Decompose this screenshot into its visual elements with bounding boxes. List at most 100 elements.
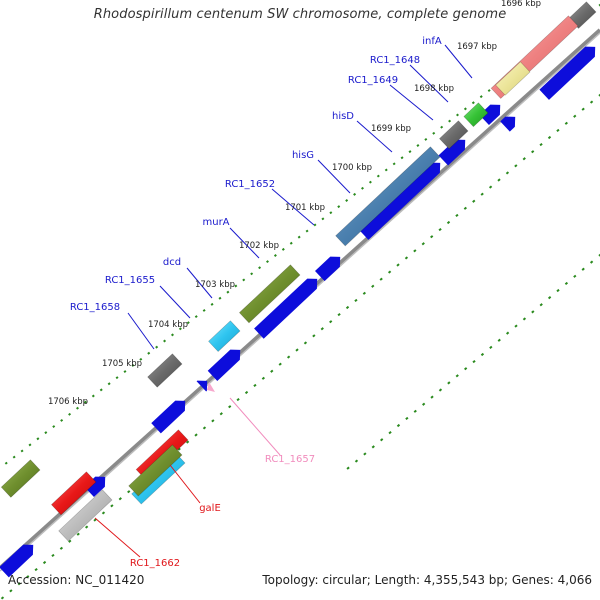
kbp-tick-label: 1698 kbp [414,84,454,94]
gene-feature-hisG [335,146,441,247]
gene-label[interactable]: RC1_1652 [225,179,275,190]
kbp-tick-label: 1703 kbp [195,280,235,290]
kbp-tick-label: 1704 kbp [148,320,188,330]
tick-dot [424,137,428,141]
tick-dot [487,89,491,92]
tick-dot [497,338,501,342]
kbp-tick-label: 1701 kbp [285,203,325,213]
tick-dot [127,490,131,494]
tick-dot [396,263,400,267]
tick-dot [281,247,285,251]
tick-dot [131,363,135,367]
tick-dot [101,511,106,515]
gene-label[interactable]: RC1_1648 [370,55,420,66]
tick-dot [573,114,577,118]
tick-dot [371,445,375,449]
tick-dot [354,459,359,463]
tick-dot [313,223,317,227]
tick-dot [531,310,535,314]
tick-dot [59,546,64,550]
tick-dot [362,291,366,295]
tick-dot [556,288,560,293]
tick-dot [270,369,274,373]
tick-dot [456,113,459,117]
gene-label[interactable]: RC1_1649 [348,75,398,86]
tick-dot [286,355,291,359]
gene-label[interactable]: murA [202,217,229,228]
tick-dot [430,395,434,399]
gene-feature-rc1-1658 [147,353,183,388]
tick-dot [107,382,111,386]
tick-dot [194,315,198,319]
tick-dot [329,211,333,215]
tick-dot [421,242,425,246]
kbp-tick-label: 1699 kbp [371,124,411,134]
tick-dot [556,128,560,133]
tick-dot [379,277,383,281]
cds-arrow [438,139,466,166]
tick-dot [185,440,190,444]
tick-dot [363,452,367,456]
tick-dot [446,220,451,225]
gene-label[interactable]: RC1_1662 [130,558,180,569]
tick-dot [219,412,223,416]
tick-dot [139,357,143,361]
cds-arrow [84,476,106,498]
tick-dot [20,449,24,453]
tick-dot [404,256,409,260]
tick-dot [589,100,594,104]
leader-line [159,285,191,319]
tick-dot [405,416,409,421]
gene-label[interactable]: RC1_1658 [70,302,120,313]
tick-dot [99,388,103,392]
tick-dot [234,284,238,288]
tick-dot [12,455,16,459]
kbp-tick-label: 1696 kbp [501,0,541,9]
gene-label[interactable]: RC1_1655 [105,275,155,286]
gene-label[interactable]: hisG [292,150,314,161]
tick-dot [345,305,350,310]
tick-dot [387,270,392,274]
tick-dot [388,431,392,435]
gene-label[interactable]: galE [199,503,221,514]
kbp-tick-label: 1706 kbp [48,397,88,407]
tick-dot [226,290,230,294]
kbp-tick-label: 1697 kbp [457,42,497,52]
leader-line [356,120,393,153]
tick-dot [564,121,568,125]
tick-dot [68,539,72,543]
cds-arrow [196,380,208,392]
tick-dot [51,553,55,558]
gene-label[interactable]: dcd [163,257,181,268]
gene-label[interactable]: hisD [332,111,354,122]
tick-dot [171,333,174,337]
gene-label[interactable]: RC1_1657 [265,454,315,465]
tick-dot [93,518,97,522]
gene-feature-red-lower [51,471,97,516]
leader-line [409,64,449,103]
tick-dot [91,394,95,398]
tick-dot [115,376,119,380]
tick-dot [581,267,585,271]
gene-label[interactable]: infA [422,36,442,47]
tick-dot [422,402,426,406]
cds-arrow [254,278,318,339]
map-title: Rhodospirillum centenum SW chromosome, c… [93,7,507,22]
tick-dot [236,397,240,402]
tick-dot [26,575,30,579]
tick-dot [522,157,526,161]
tick-dot [471,101,475,105]
tick-dot [147,351,151,355]
tick-dot [202,426,207,430]
tick-dot [42,560,47,565]
leader-line [186,267,213,299]
tick-dot [44,431,48,435]
tick-dot [376,174,380,178]
tick-dot [472,199,476,203]
label-leader-lines [94,44,473,558]
kbp-tick-label: 1705 kbp [102,359,142,369]
tick-dot [289,241,293,245]
tick-dot [416,144,420,147]
